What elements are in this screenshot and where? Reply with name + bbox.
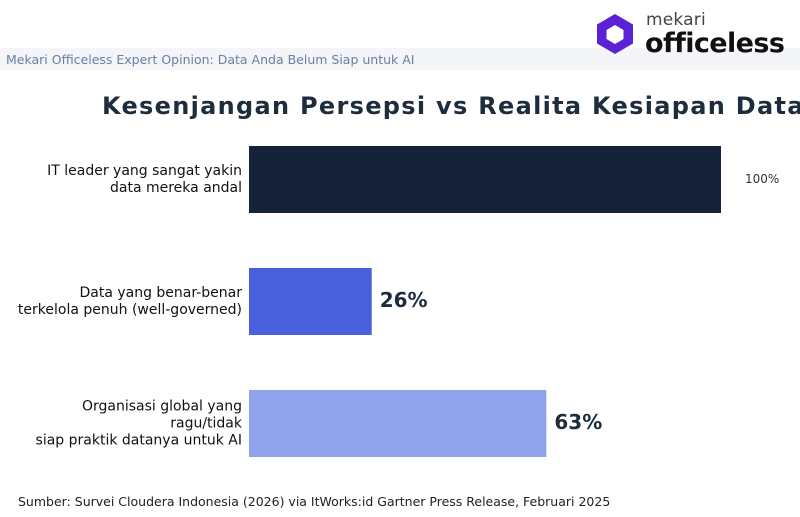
bar-1 (249, 268, 372, 335)
bar-2 (249, 390, 547, 457)
category-label-1: Data yang benar-benar terkelola penuh (we… (18, 285, 242, 318)
logo-wordmark-bottom: officeless (645, 28, 785, 59)
hexagon-logo-icon (597, 14, 633, 54)
source-note: Sumber: Survei Cloudera Indonesia (2026)… (18, 494, 611, 509)
subtitle-band (0, 48, 800, 70)
category-label-2: Organisasi global yang ragu/tidak siap pra… (36, 399, 243, 449)
chart-subtitle: Mekari Officeless Expert Opinion: Data A… (6, 52, 415, 67)
bar-value-label-2: 63% (554, 410, 602, 434)
bar-chart: 100% IT leader yang sangat yakin data mere… (18, 146, 779, 457)
bar-value-label-0: 100% (745, 172, 779, 186)
bar-0 (249, 146, 721, 213)
bar-value-label-1: 26% (380, 288, 428, 312)
category-label-0: IT leader yang sangat yakin data mereka a… (47, 163, 242, 196)
chart-title: Kesenjangan Persepsi vs Realita Kesiapan… (102, 92, 800, 120)
logo-wordmark-top: mekari (646, 10, 706, 30)
mekari-officeless-logo: mekari officeless (594, 8, 794, 59)
